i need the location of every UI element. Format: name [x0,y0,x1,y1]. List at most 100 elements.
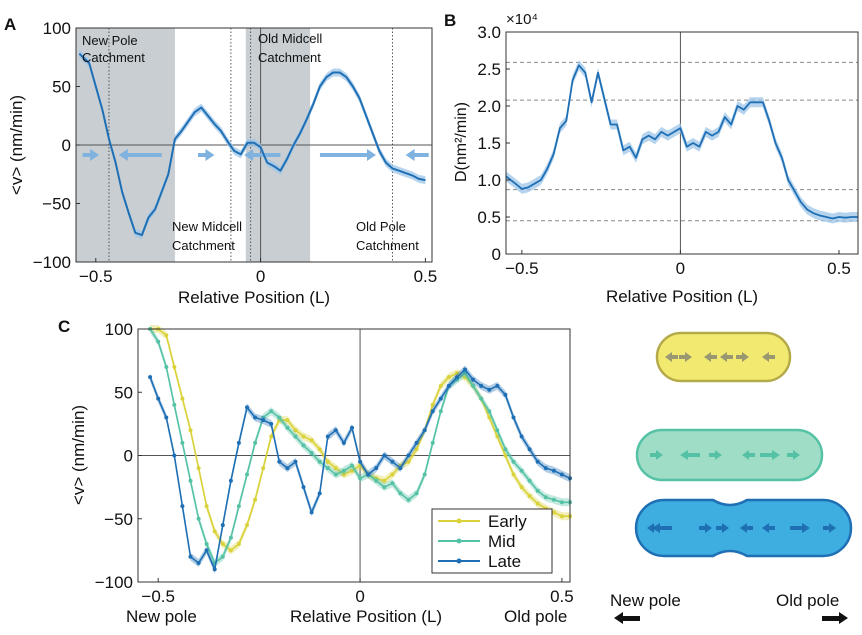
annotation-old-pole: Old Pole [356,219,406,234]
data-point [374,478,379,483]
data-point [471,383,476,388]
data-point [430,440,435,445]
data-point [551,468,556,473]
early-cell-arrows [665,352,775,362]
data-point [317,447,322,452]
flow-arrow-head-2 [205,149,215,161]
data-point [495,428,500,433]
data-point [511,472,516,477]
schematic-old-pole-label: Old pole [776,591,839,610]
data-point [503,447,508,452]
data-point [511,415,516,420]
data-point [390,472,395,477]
panel-a-ylabel: <v> (nm/min) [7,95,26,195]
data-point [406,459,411,464]
data-point [204,504,209,509]
x-tick-label: −0.5 [79,267,113,286]
data-point [285,466,290,471]
data-point [559,500,564,505]
data-point [341,440,346,445]
data-point [277,459,282,464]
data-point [551,510,556,515]
data-point [228,548,233,553]
schematic-new-pole-label: New pole [610,591,681,610]
panel-c-letter: C [58,317,70,336]
data-point [535,459,540,464]
data-point [503,453,508,458]
data-point [156,396,161,401]
flow-arrow-head-4 [366,149,376,161]
data-point [414,447,419,452]
panel-b-ylabel: D(nm²/min) [453,102,470,182]
mid-cell-arrows [650,450,800,460]
data-point [285,425,290,430]
data-point [406,453,411,458]
y-tick-label: 3.0 [477,23,501,42]
data-point [317,459,322,464]
x-tick-label: 0 [355,587,364,606]
legend-label-early: Early [488,512,527,531]
late-cell-arrows [647,523,836,533]
data-point [245,405,249,410]
panel-a-chart: A −0.5 0 0.5 100 50 0 −50 −100 New Pole Catchme… [4,15,437,307]
annotation-new-pole-catchment: Catchment [82,50,145,65]
data-point [212,567,217,572]
flow-arrow-head-5 [405,149,415,161]
data-point [245,472,249,477]
data-point [269,434,274,439]
cell-schematic: New pole Old pole [610,331,853,624]
data-point [188,554,193,559]
data-point [301,434,306,439]
data-point [455,375,459,380]
x-tick-label: 0 [676,259,685,278]
data-point [333,466,338,471]
data-point [228,535,233,540]
data-point [293,428,298,433]
y-tick-label: 100 [43,19,71,38]
data-point [196,561,201,565]
data-point [325,466,330,471]
data-point [293,434,298,439]
y-tick-label: 2.5 [477,60,501,79]
data-point [309,451,314,455]
panel-b-chart: B −0.5 0 0.53.02.52.01.51.00.50 ×10⁴ Relat… [444,11,859,306]
data-point [519,485,524,490]
data-point [390,481,395,486]
data-point [438,383,443,388]
data-point [382,485,387,490]
data-point [220,523,225,528]
data-point [398,491,403,496]
y-tick-label: −50 [104,510,133,529]
data-point [325,434,330,439]
flow-arrow-head-0 [90,149,100,161]
legend-label-mid: Mid [488,532,515,551]
error-band-0 [506,60,858,224]
data-point [156,339,161,344]
data-point [479,383,484,388]
data-point [366,472,371,477]
data-point [245,523,249,528]
y-tick-label: −100 [95,573,133,592]
flow-arrow-head-1 [118,149,128,161]
data-point [446,375,451,380]
panel-c-chart: C −0.5 0 0.5 100 50 0 −50 −100 Early Mid Late N… [58,317,574,626]
panel-b-letter: B [444,11,456,30]
data-point [446,383,451,388]
data-point [164,333,169,338]
panel-b-multiplier: ×10⁴ [506,11,538,28]
data-point [236,542,241,546]
data-point [519,468,524,473]
mid-cell [635,428,824,482]
old-pole-direction-arrow [822,612,848,624]
data-point [406,497,411,502]
y-tick-label: 50 [114,383,133,402]
panel-b-xlabel: Relative Position (L) [606,287,758,306]
data-point [479,396,484,401]
x-tick-label: 0.5 [550,587,574,606]
data-point [269,409,274,414]
data-point [164,365,169,369]
data-point [422,428,427,433]
legend-marker-mid [456,538,462,544]
data-point [253,497,258,502]
data-point [148,375,153,380]
